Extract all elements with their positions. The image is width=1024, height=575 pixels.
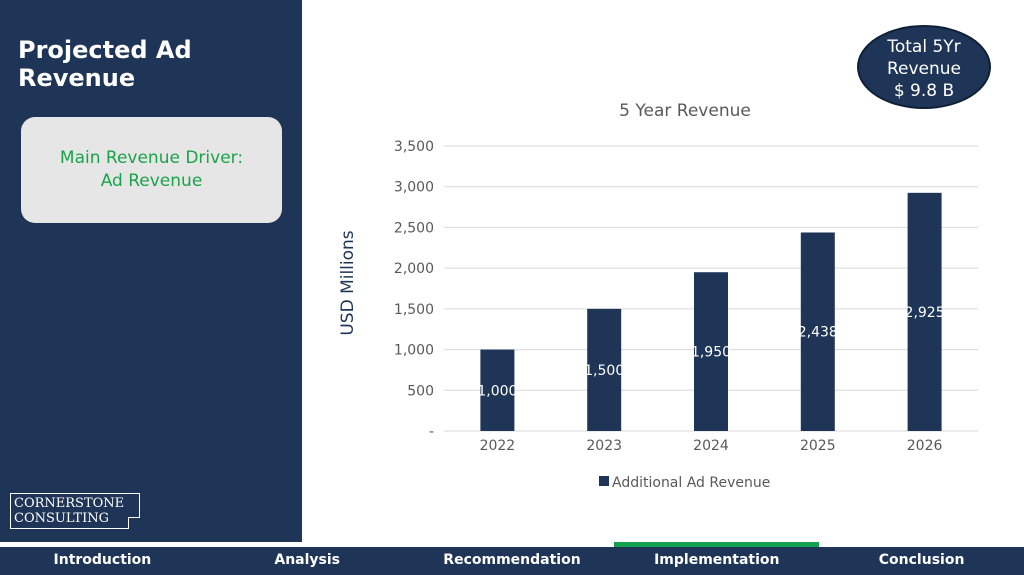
revenue-bar-chart: 5 Year Revenue USD Millions - 500 1,000 1,500… [338, 101, 978, 491]
nav-item-analysis[interactable]: Analysis [274, 552, 341, 568]
badge-line3: $ 9.8 B [893, 81, 955, 101]
logo-line1: CORNERSTONE [14, 496, 125, 511]
logo-corner-mark [128, 517, 140, 529]
y-tick-label: 3,000 [394, 180, 434, 196]
bar-data-label: 1,000 [477, 383, 517, 399]
y-tick-label: 2,000 [394, 261, 434, 277]
y-tick-label: - [429, 424, 434, 440]
badge-line2: Revenue [886, 59, 962, 79]
nav-item-introduction[interactable]: Introduction [53, 552, 152, 568]
x-tick-label: 2023 [586, 438, 622, 454]
nav-active-indicator [614, 542, 819, 547]
legend-swatch [599, 476, 609, 486]
bar [694, 272, 728, 431]
bar [800, 232, 835, 431]
y-tick-label: 3,500 [394, 139, 434, 155]
bar-data-label: 1,500 [584, 363, 624, 379]
revenue-driver-text: Main Revenue Driver: Ad Revenue [21, 147, 282, 193]
bar-data-label: 2,438 [798, 325, 838, 341]
bar [907, 192, 942, 431]
bottom-nav-bar: Introduction Analysis Recommendation Implem… [0, 547, 1024, 575]
y-tick-label: 1,000 [394, 343, 434, 359]
logo-line2: CONSULTING [14, 511, 109, 526]
chart-title: 5 Year Revenue [619, 101, 751, 121]
company-logo: CORNERSTONE CONSULTING [10, 493, 140, 529]
x-tick-label: 2025 [800, 438, 836, 454]
x-tick-label: 2022 [480, 438, 516, 454]
nav-item-implementation[interactable]: Implementation [654, 552, 780, 568]
nav-item-recommendation[interactable]: Recommendation [443, 552, 581, 568]
y-tick-label: 500 [407, 383, 434, 399]
x-tick-label: 2026 [907, 438, 943, 454]
revenue-driver-box: Main Revenue Driver: Ad Revenue [21, 117, 282, 223]
bar-data-label: 1,950 [691, 345, 731, 361]
y-tick-label: 2,500 [394, 220, 434, 236]
bar-data-label: 2,925 [905, 305, 945, 321]
total-revenue-badge: Total 5Yr Revenue $ 9.8 B [857, 25, 991, 109]
page-title: Projected Ad Revenue [18, 36, 192, 92]
badge-line1: Total 5Yr [887, 37, 961, 57]
legend-label: Additional Ad Revenue [612, 475, 770, 491]
sidebar-panel: Projected Ad Revenue Main Revenue Driver… [0, 0, 302, 542]
revenue-driver-line1: Main Revenue Driver: [59, 148, 244, 168]
y-tick-label: 1,500 [394, 302, 434, 318]
bar [587, 308, 622, 431]
nav-item-conclusion[interactable]: Conclusion [878, 552, 965, 568]
y-axis-label: USD Millions [338, 230, 358, 335]
revenue-driver-line2: Ad Revenue [100, 171, 203, 191]
bar [480, 349, 515, 431]
x-tick-label: 2024 [693, 438, 729, 454]
